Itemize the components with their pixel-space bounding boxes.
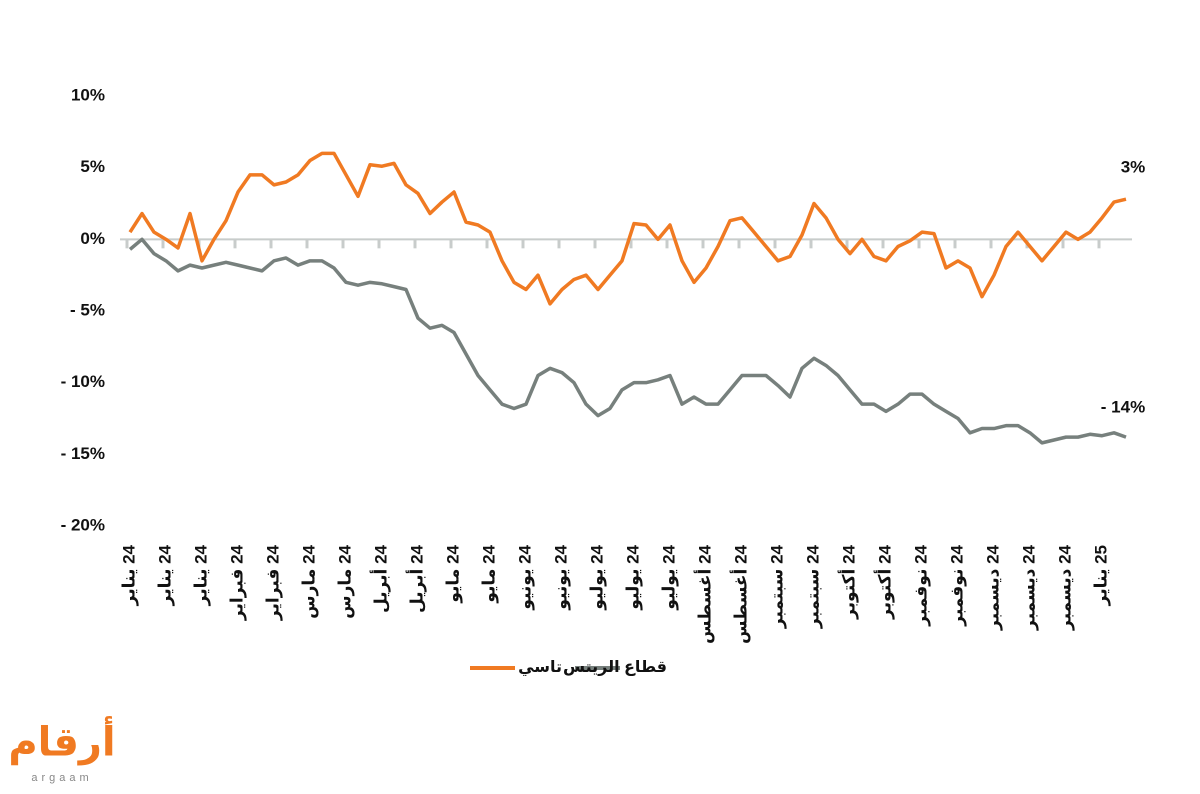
- x-tick-label: 24 أغسطس: [693, 544, 714, 644]
- y-tick-label: 10%: [71, 85, 105, 104]
- x-tick-label: 24 مارس: [335, 544, 354, 618]
- y-tick-label: 5%: [80, 157, 105, 176]
- x-tick-label: 24 يونيو: [551, 544, 571, 610]
- legend-label: تاسي: [518, 659, 562, 677]
- x-tick-label: 24 نوفمبر: [947, 544, 967, 626]
- annotation: - 14%: [1101, 397, 1145, 416]
- x-tick-label: 24 يوليو: [659, 544, 679, 610]
- x-tick-label: 24 أكتوبر: [837, 544, 859, 619]
- series-line: [128, 237, 1127, 445]
- legend-label: قطاع الريتس: [563, 659, 667, 676]
- y-tick-label: - 10%: [61, 372, 105, 391]
- x-tick-label: 25 يناير: [1091, 545, 1111, 606]
- x-tick-label: 24 أبريل: [369, 544, 391, 613]
- y-tick-label: - 5%: [70, 300, 105, 319]
- x-tick-label: 24 ديسمبر: [983, 544, 1003, 631]
- x-tick-label: 24 أبريل: [405, 544, 427, 613]
- x-tick-label: 24 يناير: [119, 544, 139, 606]
- x-tick-label: 24 أكتوبر: [873, 544, 895, 619]
- logo: أرقام: [8, 716, 115, 766]
- x-tick-label: 24 سبتمبر: [803, 544, 823, 629]
- x-tick-label: 24 ديسمبر: [1055, 544, 1075, 631]
- x-tick-label: 24 مارس: [299, 544, 318, 618]
- y-tick-label: 0%: [80, 229, 105, 248]
- x-tick-label: 24 يناير: [191, 544, 211, 606]
- x-tick-label: 24 يناير: [155, 544, 175, 606]
- series-line: [128, 151, 1127, 306]
- x-tick-label: 24 يونيو: [515, 544, 535, 610]
- x-tick-label: 24 سبتمبر: [767, 544, 787, 629]
- x-tick-label: 24 مايو: [479, 544, 499, 603]
- x-tick-label: 24 يوليو: [587, 544, 607, 610]
- x-tick-label: 24 فبراير: [263, 544, 283, 621]
- y-tick-label: - 20%: [61, 515, 105, 534]
- y-tick-label: - 15%: [61, 444, 105, 463]
- logo-latin: argaam: [31, 772, 92, 784]
- x-tick-label: 24 فبراير: [227, 544, 247, 621]
- x-tick-label: 24 نوفمبر: [911, 544, 931, 626]
- x-tick-label: 24 مايو: [443, 544, 463, 603]
- x-tick-label: 24 أغسطس: [729, 544, 750, 644]
- x-tick-label: 24 يوليو: [623, 544, 643, 610]
- annotation: 3%: [1121, 157, 1146, 176]
- x-tick-label: 24 ديسمبر: [1019, 544, 1039, 631]
